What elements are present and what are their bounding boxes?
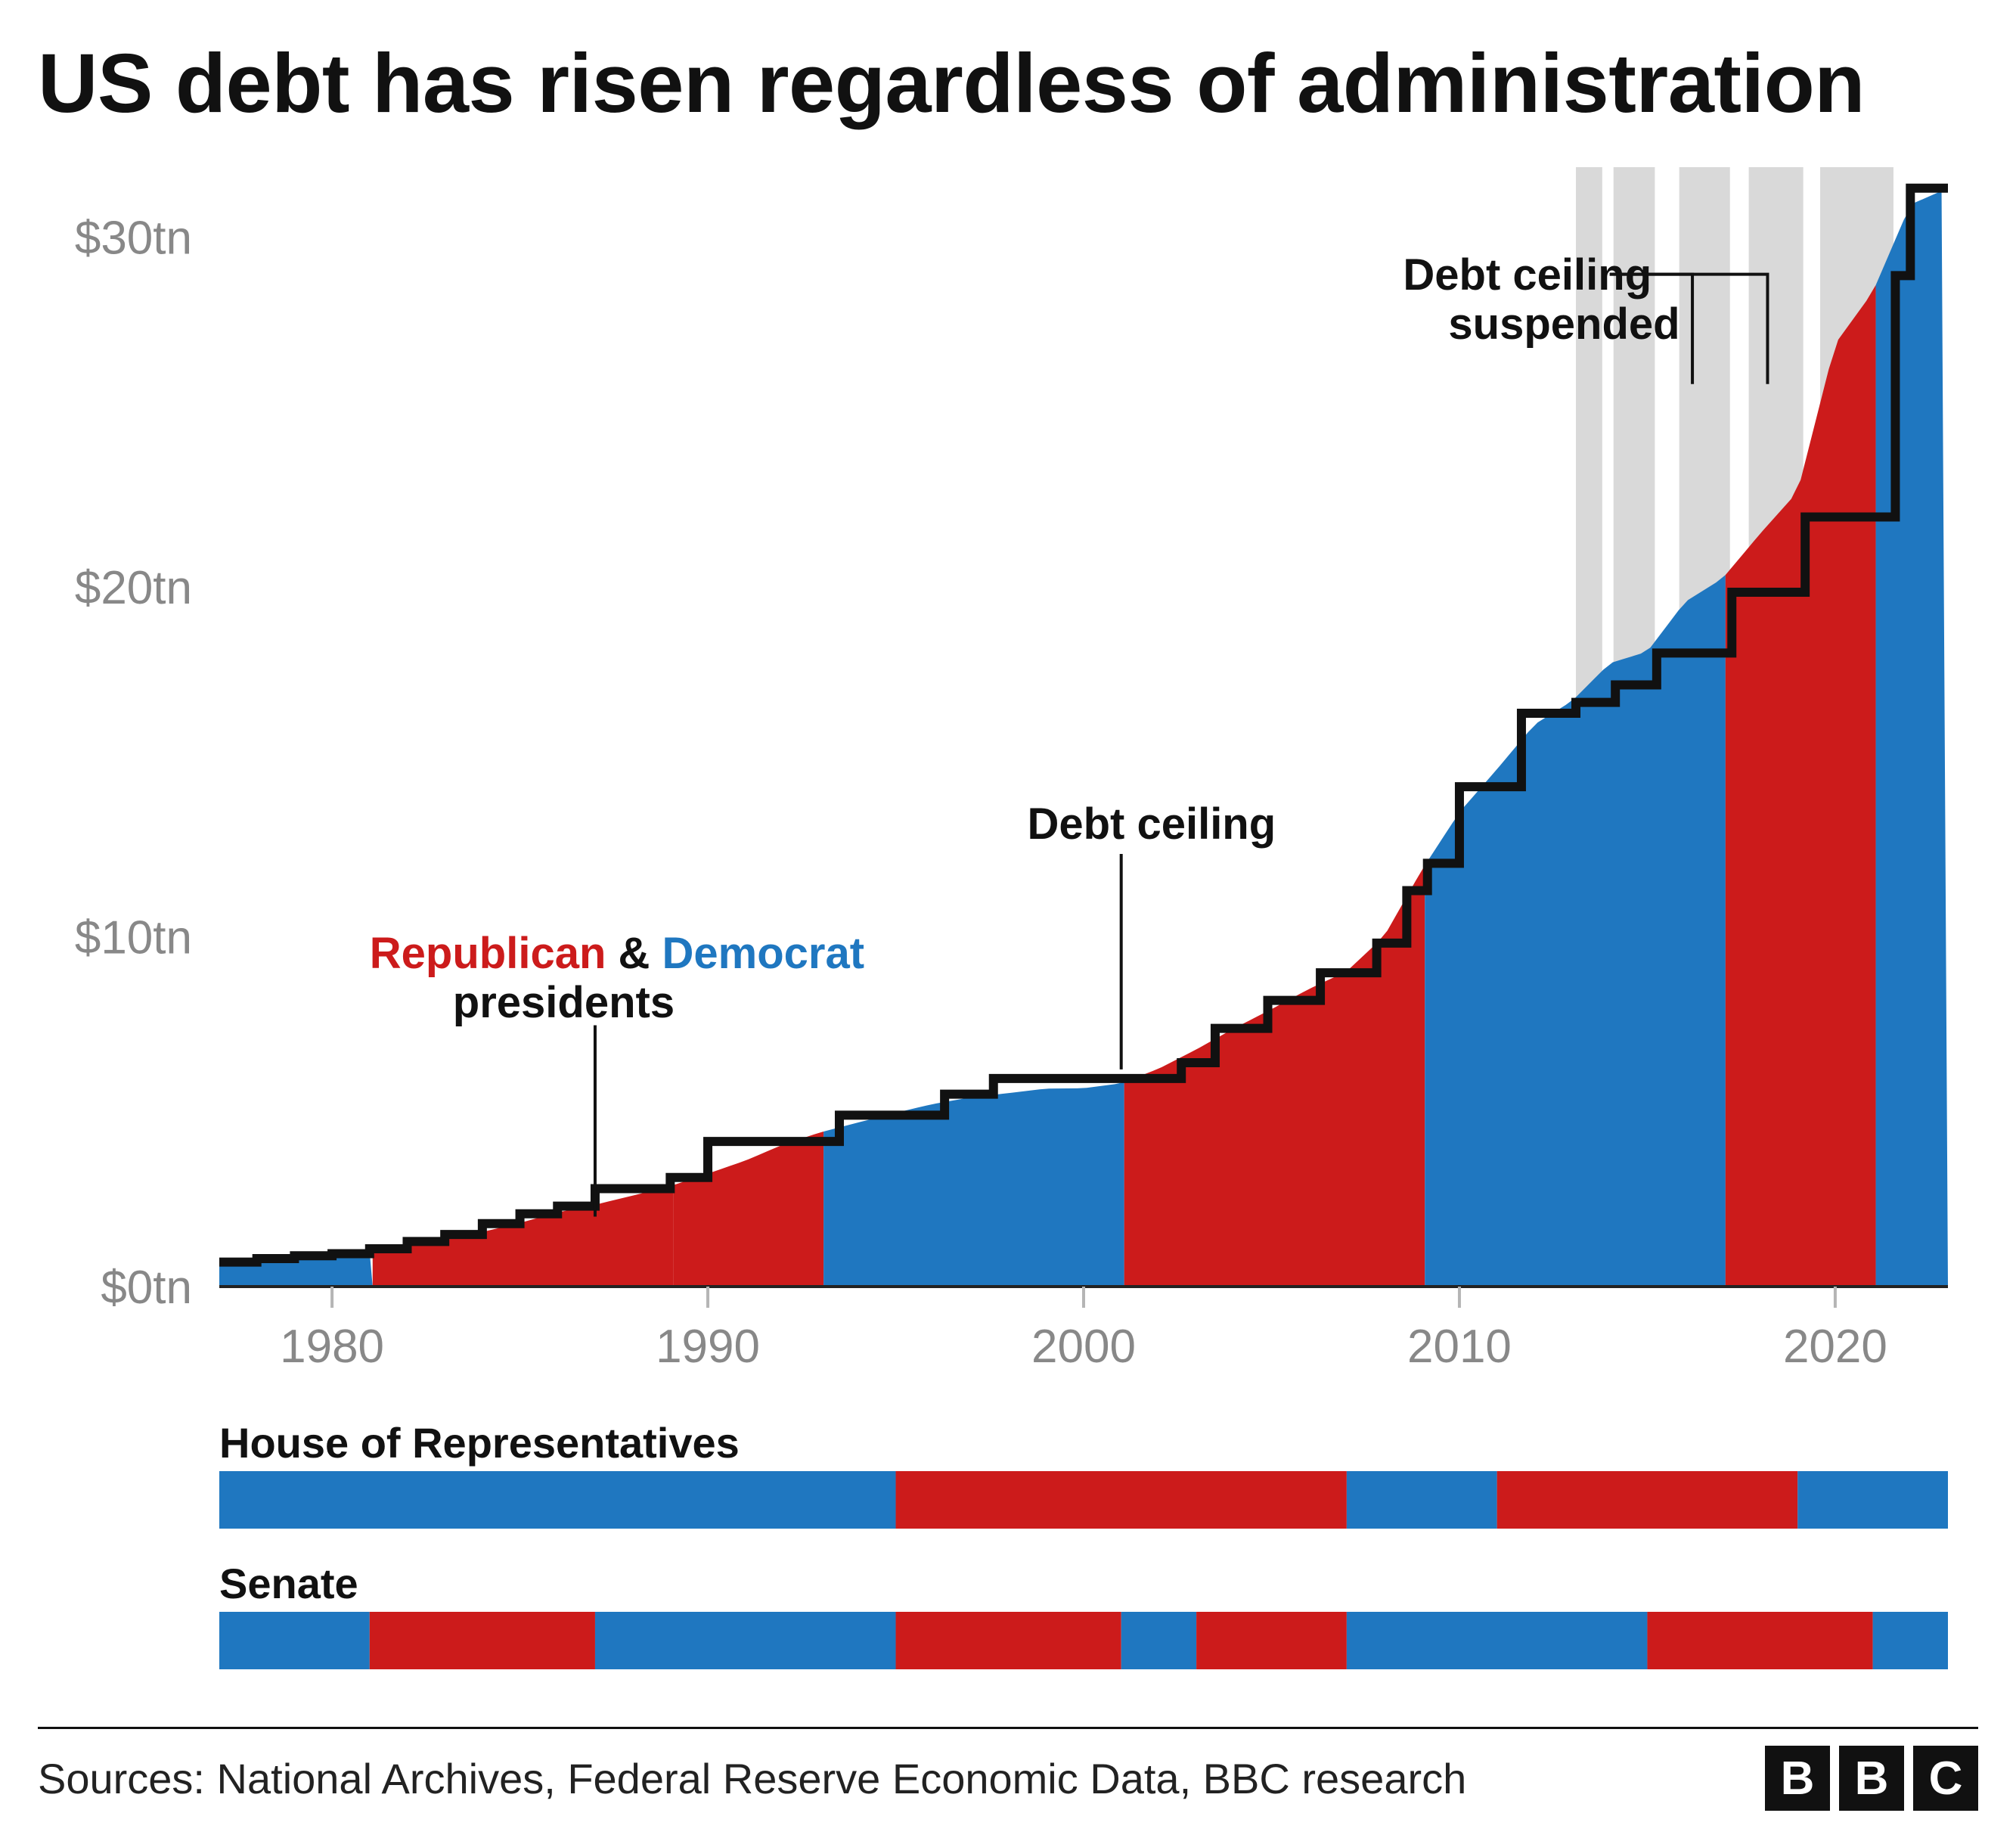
bbc-logo-letter: B: [1765, 1746, 1830, 1811]
control-strip-segment: [1347, 1471, 1497, 1529]
x-axis-label: 1990: [656, 1321, 760, 1373]
annotation-debt-ceiling: Debt ceiling: [1027, 799, 1276, 849]
x-axis-label: 2000: [1031, 1321, 1136, 1373]
control-strip-segment: [1873, 1612, 1948, 1669]
control-strip-segment: [896, 1612, 1121, 1669]
control-strip-segment: [1196, 1612, 1347, 1669]
debt-area-segment: [1876, 191, 1948, 1287]
source-text: Sources: National Archives, Federal Rese…: [38, 1754, 1466, 1803]
control-strip-segment: [1647, 1612, 1872, 1669]
control-strip-segment: [896, 1471, 1347, 1529]
chart-title: US debt has risen regardless of administ…: [38, 38, 1978, 129]
control-strip-segment: [370, 1612, 595, 1669]
control-strip-segment: [1797, 1471, 1948, 1529]
x-axis-label: 1980: [280, 1321, 384, 1373]
strip-label: Senate: [219, 1560, 358, 1607]
y-axis-label: $20tn: [75, 562, 192, 614]
control-strip-segment: [1497, 1471, 1798, 1529]
y-axis-label: $10tn: [75, 912, 192, 964]
bbc-logo-letter: C: [1913, 1746, 1978, 1811]
control-strip-segment: [219, 1612, 370, 1669]
chart-container: US debt has risen regardless of administ…: [0, 0, 2016, 1841]
bbc-logo: B B C: [1765, 1746, 1978, 1811]
control-strip-segment: [595, 1612, 896, 1669]
strip-label: House of Representatives: [219, 1419, 740, 1467]
bbc-logo-letter: B: [1839, 1746, 1904, 1811]
control-strip-segment: [1121, 1612, 1196, 1669]
x-axis-label: 2020: [1783, 1321, 1887, 1373]
y-axis-label: $0tn: [101, 1262, 192, 1314]
control-strip-segment: [1347, 1612, 1648, 1669]
x-axis-label: 2010: [1407, 1321, 1512, 1373]
control-strip-segment: [219, 1471, 896, 1529]
debt-chart-svg: $0tn $10tn $20tn $30tn 1980 1990 2000 2010 2020 D…: [38, 152, 1978, 1704]
footer: Sources: National Archives, Federal Rese…: [38, 1727, 1978, 1811]
y-axis-label: $30tn: [75, 213, 192, 265]
